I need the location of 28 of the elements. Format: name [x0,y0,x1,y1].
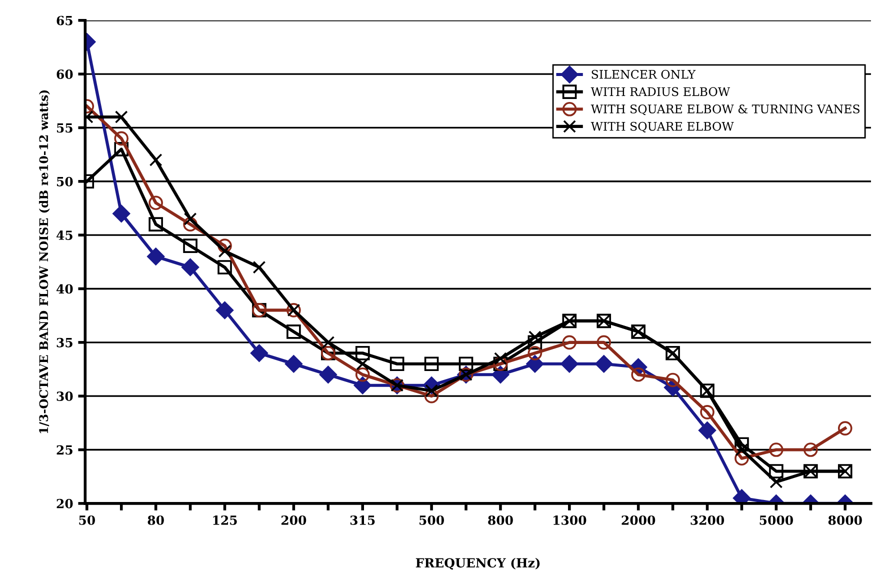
x-axis-title: FREQUENCY (Hz) [416,558,540,570]
x-tick-label: 80 [148,515,164,525]
y-axis-title: 1/3-OCTAVE BAND FLOW NOISE (dB re10-12 watts) [38,90,50,434]
x-tick-label: 2000 [622,515,656,525]
x-tick-label: 3200 [690,515,724,525]
x-tick-label: 125 [213,515,237,525]
x-tick-label: 800 [488,515,513,525]
x-tick-label: 1300 [554,515,586,525]
y-tick-label: 35 [56,338,72,348]
legend-label: WITH RADIUS ELBOW [590,87,730,96]
x-tick-label: 200 [281,515,306,525]
x-tick-label: 50 [79,515,95,525]
y-tick-label: 40 [56,284,73,294]
y-tick-label: 30 [56,392,73,402]
y-tick-label: 60 [56,70,73,79]
legend-label: WITH SQUARE ELBOW & TURNING VANES [590,104,860,116]
legend-label: WITH SQUARE ELBOW [590,122,734,132]
y-tick-label: 55 [56,123,72,133]
x-tick-label: 315 [350,515,375,525]
y-tick-label: 50 [56,176,73,186]
x-tick-label: 500 [420,515,444,525]
legend-label: SILENCER ONLY [592,70,696,79]
y-tick-label: 45 [56,230,72,240]
y-tick-label: 65 [56,16,72,26]
x-tick-label: 5000 [760,515,794,525]
y-tick-label: 25 [56,445,72,455]
x-tick-label: 8000 [828,515,862,525]
y-tick-label: 20 [56,498,73,508]
